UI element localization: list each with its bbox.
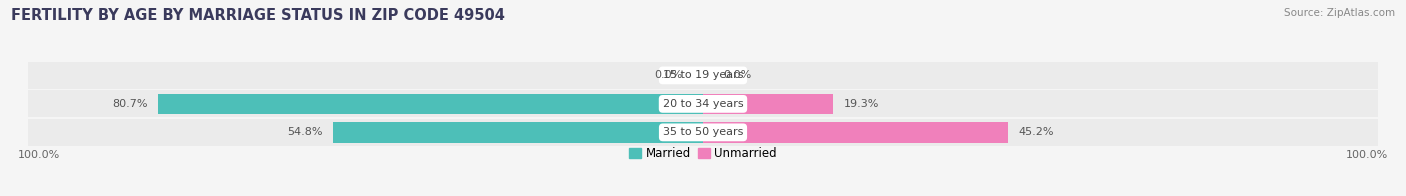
Bar <box>28 90 1378 117</box>
Text: 100.0%: 100.0% <box>1347 150 1389 160</box>
Bar <box>157 94 703 114</box>
Text: 80.7%: 80.7% <box>112 99 148 109</box>
Text: 35 to 50 years: 35 to 50 years <box>662 127 744 137</box>
Text: Source: ZipAtlas.com: Source: ZipAtlas.com <box>1284 8 1395 18</box>
Text: 0.0%: 0.0% <box>654 70 683 80</box>
Bar <box>28 62 1378 89</box>
Bar <box>28 119 1378 146</box>
Text: 45.2%: 45.2% <box>1018 127 1054 137</box>
Text: 100.0%: 100.0% <box>17 150 59 160</box>
Text: 15 to 19 years: 15 to 19 years <box>662 70 744 80</box>
Bar <box>703 122 1008 143</box>
Bar <box>703 94 834 114</box>
Text: 20 to 34 years: 20 to 34 years <box>662 99 744 109</box>
Text: 54.8%: 54.8% <box>287 127 323 137</box>
Bar <box>333 122 703 143</box>
Legend: Married, Unmarried: Married, Unmarried <box>624 142 782 165</box>
Text: 0.0%: 0.0% <box>723 70 752 80</box>
Text: FERTILITY BY AGE BY MARRIAGE STATUS IN ZIP CODE 49504: FERTILITY BY AGE BY MARRIAGE STATUS IN Z… <box>11 8 505 23</box>
Text: 19.3%: 19.3% <box>844 99 879 109</box>
